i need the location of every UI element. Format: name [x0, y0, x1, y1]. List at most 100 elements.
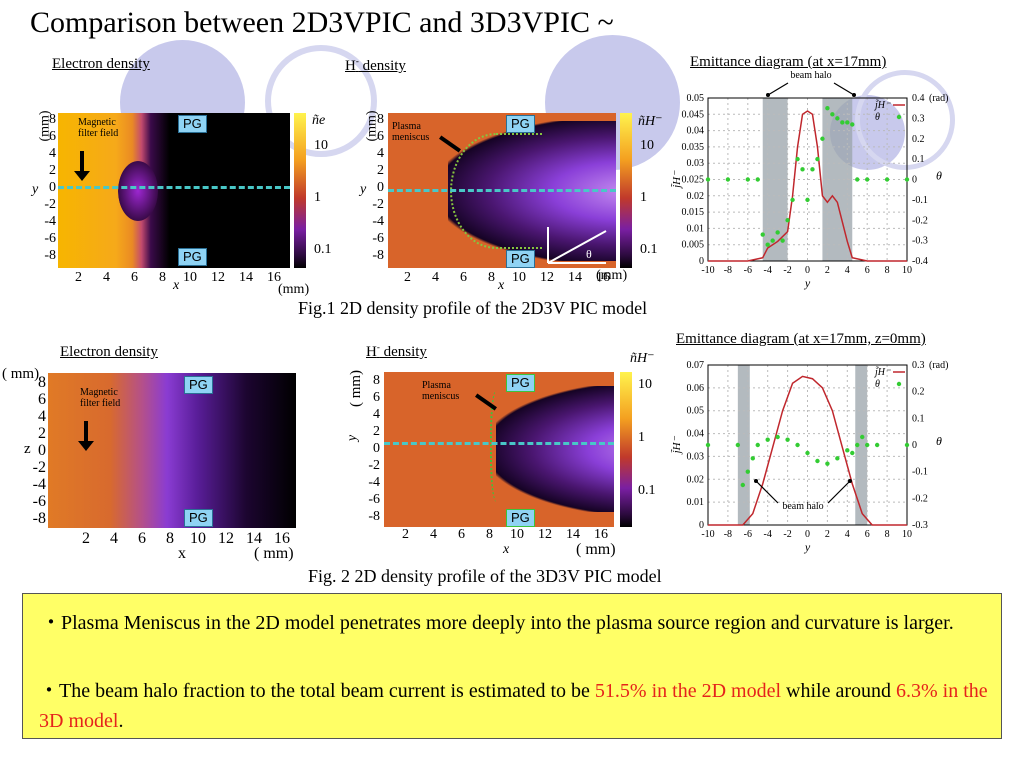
y-right-unit: (rad) — [929, 360, 948, 371]
ytick: 0 — [49, 180, 56, 195]
row1-electron-x-var: x — [173, 278, 180, 293]
y-left-tick-label: 0 — [699, 520, 704, 531]
row1-caption: Fig.1 2D density profile of the 2D3V PIC… — [298, 298, 648, 318]
row2-electron-x-var: x — [178, 545, 186, 562]
xtick: 4 — [103, 270, 110, 285]
ytick: 0 — [373, 441, 380, 456]
xtick: 6 — [138, 530, 146, 547]
y-left-tick-label: 0.04 — [687, 126, 705, 137]
legend-label: θ — [875, 379, 880, 390]
slide-title: Comparison between 2D3VPIC and 3D3VPIC ~ — [30, 6, 614, 39]
row1-magnetic-note: Magnetic filter field — [78, 117, 119, 139]
row2-hminus-centerline — [384, 442, 614, 445]
xtick: 16 — [594, 527, 608, 542]
summary-bullet-2-highlight-2d: 51.5% in the 2D model — [594, 680, 782, 702]
theta-point — [815, 156, 820, 162]
row2-electron-y-unit: ( mm) — [2, 366, 40, 382]
y-right-axis-label: θ — [936, 169, 942, 183]
ytick: 6 — [373, 390, 380, 405]
row1-hminus-pg-top: PG — [506, 115, 535, 133]
y-left-axis-label: j̃H⁻ — [670, 435, 683, 455]
row1-hminus-pg-bottom: PG — [506, 250, 535, 268]
beam-halo-label: beam halo — [790, 70, 831, 81]
y-right-tick-label: -0.1 — [912, 195, 928, 206]
theta-point — [840, 120, 845, 125]
xtick: 16 — [274, 530, 290, 547]
x-tick-label: 4 — [845, 529, 850, 540]
ytick: -4 — [372, 214, 384, 229]
row1-hminus-cbar-tick: 1 — [640, 190, 647, 205]
y-right-tick-label: 0 — [912, 175, 917, 186]
legend-swatch-point — [896, 381, 902, 387]
row1-emittance-chart: -10 -8 -6 -4 -2 0 2 4 6 8 10 0.05 0.045 0.04 0.035 0.03… — [670, 70, 948, 290]
xtick: 4 — [432, 270, 439, 285]
ytick: 8 — [49, 112, 56, 127]
y-left-tick-label: 0.05 — [687, 406, 705, 417]
y-right-tick-label: -0.2 — [912, 215, 928, 226]
row2-hminus-cbar-tick: 0.1 — [638, 483, 656, 498]
x-tick-label: 0 — [805, 265, 810, 276]
row1-hminus-x-var: x — [498, 278, 505, 293]
xtick: 14 — [568, 270, 582, 285]
row1-hminus-label: H- density — [345, 56, 406, 74]
ytick: -6 — [44, 231, 56, 246]
row2-arrow-head-icon — [78, 441, 94, 451]
ytick: 0 — [377, 180, 384, 195]
beam-halo-arrow-head — [754, 479, 758, 483]
x-axis-label: y — [804, 540, 811, 554]
ytick: 8 — [38, 374, 46, 391]
row1-electron-x-ticks: 2 4 6 8 10 12 14 16 — [75, 270, 295, 288]
y-left-tick-label: 0.07 — [687, 360, 705, 371]
x-tick-label: 6 — [865, 529, 870, 540]
x-tick-label: 2 — [825, 529, 830, 540]
y-right-tick-label: 0.3 — [912, 113, 925, 124]
row2-electron-label: Electron density — [60, 344, 158, 360]
x-tick-label: -8 — [724, 529, 732, 540]
summary-bullet-2-highlight-3d: 6.3% in the 3D model — [39, 680, 988, 732]
row1-electron-cbar-tick: 1 — [314, 190, 321, 205]
row2-hminus-x-var: x — [503, 542, 510, 557]
theta-point — [855, 442, 860, 448]
theta-point — [765, 437, 770, 442]
theta-point — [820, 136, 825, 141]
theta-point — [904, 177, 910, 182]
ytick: -2 — [368, 458, 380, 473]
x-tick-label: -10 — [701, 529, 714, 540]
beam-halo-region — [855, 365, 868, 525]
y-left-tick-label: 0.015 — [682, 207, 705, 218]
xtick: 14 — [566, 527, 580, 542]
theta-point — [705, 177, 711, 182]
y-left-tick-label: 0.005 — [682, 240, 705, 251]
ytick: 8 — [373, 373, 380, 388]
xtick: 12 — [538, 527, 552, 542]
y-left-tick-label: 0.01 — [687, 223, 705, 234]
theta-point — [860, 434, 865, 440]
ytick: 2 — [373, 424, 380, 439]
y-left-tick-label: 0.02 — [687, 191, 705, 202]
y-right-tick-label: 0.2 — [912, 387, 925, 398]
summary-bullet-1: ・Plasma Meniscus in the 2D model penetra… — [41, 612, 954, 634]
theta-point — [865, 177, 870, 182]
beam-halo-arrow — [767, 82, 789, 96]
ytick: 4 — [377, 146, 384, 161]
xtick: 4 — [110, 530, 118, 547]
ytick: -4 — [368, 475, 380, 490]
x-tick-label: -6 — [744, 529, 752, 540]
row2-electron-pg-bottom: PG — [184, 509, 213, 527]
xtick: 6 — [460, 270, 467, 285]
ytick: -4 — [32, 476, 46, 493]
xtick: 16 — [267, 270, 281, 285]
ytick: 4 — [373, 407, 380, 422]
y-right-tick-label: 0 — [912, 440, 917, 451]
y-left-tick-label: 0.03 — [687, 451, 705, 462]
xtick: 16 — [596, 270, 610, 285]
legend-swatch-point — [896, 114, 902, 120]
x-tick-label: 8 — [885, 265, 890, 276]
theta-point — [760, 232, 765, 237]
y-right-tick-label: 0.4 — [912, 93, 925, 104]
summary-box: ・Plasma Meniscus in the 2D model penetra… — [22, 593, 1002, 739]
ytick: -6 — [372, 231, 384, 246]
row1-electron-cbar-label: ñe — [312, 113, 326, 128]
x-axis-label: y — [804, 276, 811, 290]
beam-halo-arrow-head — [852, 93, 856, 97]
